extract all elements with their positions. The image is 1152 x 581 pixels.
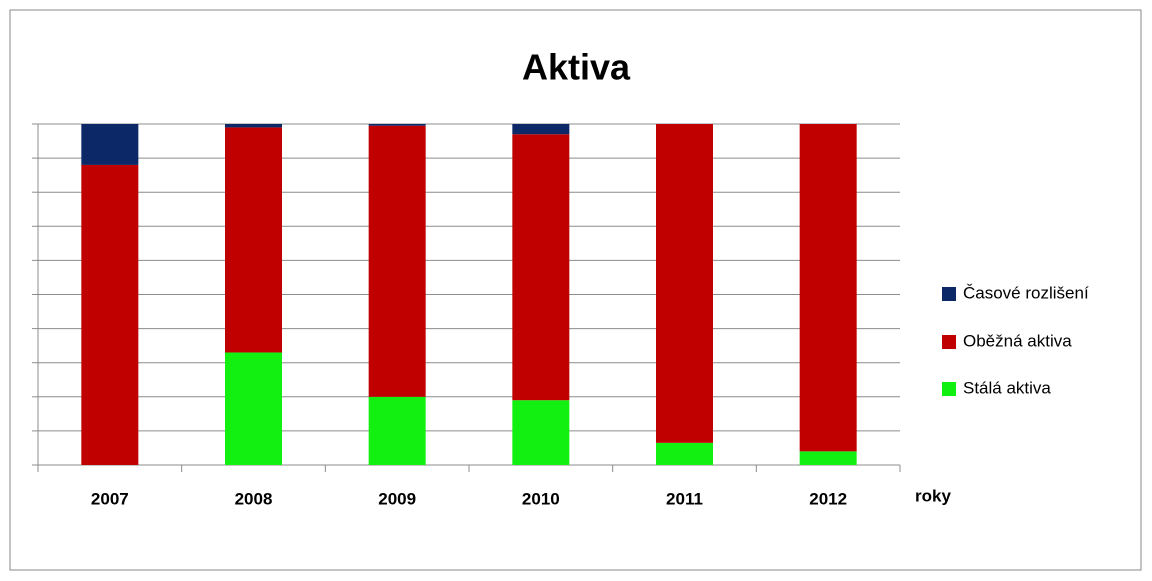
bar-segment xyxy=(368,396,426,465)
x-tick-label: 2010 xyxy=(522,489,560,508)
bar-segment xyxy=(656,124,713,443)
bar-segment xyxy=(656,442,713,465)
x-tick-label: 2012 xyxy=(809,489,847,508)
bar-segment xyxy=(368,125,426,397)
bar-segment xyxy=(799,124,857,452)
bar-segment xyxy=(799,451,857,465)
bar-segment xyxy=(225,124,282,128)
x-tick-label: 2009 xyxy=(378,489,416,508)
bar-segment xyxy=(225,352,282,465)
bar-segment xyxy=(368,124,426,126)
legend-label: Oběžná aktiva xyxy=(963,331,1072,350)
legend-swatch xyxy=(942,335,956,349)
x-axis-label: roky xyxy=(915,486,951,505)
x-tick-label: 2011 xyxy=(666,489,703,508)
x-tick-label: 2008 xyxy=(235,489,273,508)
x-tick-label: 2007 xyxy=(91,489,129,508)
legend-swatch xyxy=(942,287,956,301)
legend-label: Časové rozlišení xyxy=(963,283,1089,302)
bar-segment xyxy=(225,127,282,353)
legend-swatch xyxy=(942,382,956,396)
legend-label: Stálá aktiva xyxy=(963,378,1051,397)
bar-segment xyxy=(81,164,139,466)
chart-title: Aktiva xyxy=(522,47,631,88)
bar-segment xyxy=(81,124,139,165)
bar-segment xyxy=(512,124,570,135)
bar-segment xyxy=(512,134,570,401)
bar-segment xyxy=(512,400,570,465)
